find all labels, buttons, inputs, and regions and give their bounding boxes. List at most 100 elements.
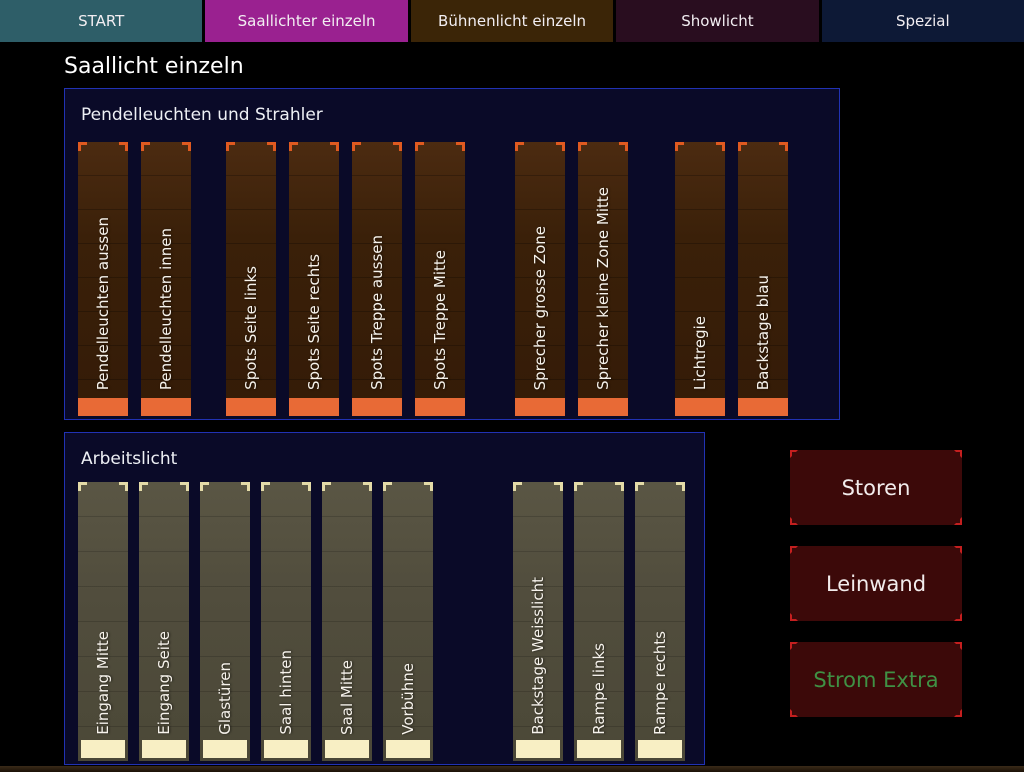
- corner-mark: [261, 482, 270, 491]
- fader-sprecher-kleine-zone-mitte[interactable]: Sprecher kleine Zone Mitte: [578, 142, 628, 416]
- tab-b-hnenlicht-einzeln[interactable]: Bühnenlicht einzeln: [410, 0, 614, 42]
- fader-group: Pendelleuchten aussen Pendelleuchten inne…: [78, 142, 191, 416]
- corner-mark: [790, 450, 798, 458]
- corner-mark: [289, 142, 298, 151]
- fader-spots-seite-links[interactable]: Spots Seite links: [226, 142, 276, 416]
- fader-row: Eingang Mitte Eingang Seite Glastüren Saal …: [78, 482, 685, 761]
- button-storen[interactable]: Storen: [790, 450, 962, 525]
- fader-label: Spots Treppe Mitte: [431, 250, 449, 390]
- fader-label: Backstage blau: [754, 274, 772, 390]
- tab-showlicht[interactable]: Showlicht: [616, 0, 819, 42]
- corner-mark: [790, 517, 798, 525]
- corner-mark: [954, 546, 962, 554]
- fader-level-fill: [577, 740, 621, 758]
- corner-mark: [790, 709, 798, 717]
- fader-spots-treppe-aussen[interactable]: Spots Treppe aussen: [352, 142, 402, 416]
- corner-mark: [182, 142, 191, 151]
- corner-mark: [363, 482, 372, 491]
- corner-mark: [456, 142, 465, 151]
- fader-backstage-blau[interactable]: Backstage blau: [738, 142, 788, 416]
- corner-mark: [790, 613, 798, 621]
- corner-mark: [241, 482, 250, 491]
- fader-spots-treppe-mitte[interactable]: Spots Treppe Mitte: [415, 142, 465, 416]
- fader-pendelleuchten-innen[interactable]: Pendelleuchten innen: [141, 142, 191, 416]
- fader-label: Vorbühne: [399, 663, 417, 735]
- fader-group: Spots Seite links Spots Seite rechts Spots…: [226, 142, 465, 416]
- fader-label: Pendelleuchten innen: [157, 227, 175, 390]
- corner-mark: [954, 709, 962, 717]
- fader-group: Backstage Weisslicht Rampe links Rampe rec…: [513, 482, 685, 761]
- fader-spots-seite-rechts[interactable]: Spots Seite rechts: [289, 142, 339, 416]
- panel-arbeitslicht: Arbeitslicht Eingang Mitte Eingang Seite G…: [64, 432, 705, 765]
- fader-level-fill: [352, 398, 402, 416]
- fader-label: Saal Mitte: [338, 660, 356, 735]
- fader-label: Spots Seite rechts: [305, 254, 323, 390]
- corner-mark: [515, 142, 524, 151]
- fader-level-fill: [516, 740, 560, 758]
- fader-rampe-links[interactable]: Rampe links: [574, 482, 624, 761]
- corner-mark: [180, 482, 189, 491]
- button-label: Leinwand: [825, 571, 927, 596]
- fader-level-fill: [81, 740, 125, 758]
- fader-level-fill: [638, 740, 682, 758]
- button-leinwand[interactable]: Leinwand: [790, 546, 962, 621]
- corner-mark: [415, 142, 424, 151]
- fader-label: Lichtregie: [691, 315, 709, 390]
- fader-row: Pendelleuchten aussen Pendelleuchten inne…: [78, 142, 788, 416]
- fader-label: Eingang Seite: [155, 631, 173, 735]
- tab-spezial[interactable]: Spezial: [821, 0, 1024, 42]
- fader-level-fill: [578, 398, 628, 416]
- fader-group: Eingang Mitte Eingang Seite Glastüren Saal …: [78, 482, 433, 761]
- page-title: Saallicht einzeln: [64, 54, 244, 79]
- fader-eingang-seite[interactable]: Eingang Seite: [139, 482, 189, 761]
- fader-label: Sprecher grosse Zone: [531, 225, 549, 390]
- fader-level-fill: [738, 398, 788, 416]
- corner-mark: [779, 142, 788, 151]
- fader-label: Spots Treppe aussen: [368, 235, 386, 390]
- corner-mark: [790, 546, 798, 554]
- corner-mark: [615, 482, 624, 491]
- corner-mark: [393, 142, 402, 151]
- corner-mark: [424, 482, 433, 491]
- fader-level-fill: [203, 740, 247, 758]
- corner-mark: [574, 482, 583, 491]
- fader-pendelleuchten-aussen[interactable]: Pendelleuchten aussen: [78, 142, 128, 416]
- fader-vorb-hne[interactable]: Vorbühne: [383, 482, 433, 761]
- corner-mark: [267, 142, 276, 151]
- corner-mark: [119, 142, 128, 151]
- button-strom-extra[interactable]: Strom Extra: [790, 642, 962, 717]
- button-label: Strom Extra: [813, 667, 939, 692]
- bottom-edge: [0, 766, 1024, 772]
- corner-mark: [619, 142, 628, 151]
- fader-level-fill: [141, 398, 191, 416]
- fader-lichtregie[interactable]: Lichtregie: [675, 142, 725, 416]
- corner-mark: [738, 142, 747, 151]
- corner-mark: [554, 482, 563, 491]
- fader-rampe-rechts[interactable]: Rampe rechts: [635, 482, 685, 761]
- fader-backstage-weisslicht[interactable]: Backstage Weisslicht: [513, 482, 563, 761]
- fader-label: Pendelleuchten aussen: [94, 216, 112, 390]
- corner-mark: [139, 482, 148, 491]
- corner-mark: [119, 482, 128, 491]
- corner-mark: [556, 142, 565, 151]
- fader-label: Eingang Mitte: [94, 631, 112, 735]
- fader-sprecher-grosse-zone[interactable]: Sprecher grosse Zone: [515, 142, 565, 416]
- corner-mark: [302, 482, 311, 491]
- fader-saal-mitte[interactable]: Saal Mitte: [322, 482, 372, 761]
- fader-saal-hinten[interactable]: Saal hinten: [261, 482, 311, 761]
- panel-title: Pendelleuchten und Strahler: [81, 105, 323, 125]
- corner-mark: [78, 142, 87, 151]
- tab-saallichter-einzeln[interactable]: Saallichter einzeln: [205, 0, 408, 42]
- corner-mark: [954, 613, 962, 621]
- fader-label: Backstage Weisslicht: [529, 577, 547, 735]
- fader-glast-ren[interactable]: Glastüren: [200, 482, 250, 761]
- corner-mark: [578, 142, 587, 151]
- corner-mark: [716, 142, 725, 151]
- fader-level-fill: [386, 740, 430, 758]
- tab-start[interactable]: START: [0, 0, 203, 42]
- fader-label: Saal hinten: [277, 650, 295, 735]
- corner-mark: [635, 482, 644, 491]
- fader-eingang-mitte[interactable]: Eingang Mitte: [78, 482, 128, 761]
- tab-bar: START Saallichter einzeln Bühnenlicht einz…: [0, 0, 1024, 42]
- corner-mark: [513, 482, 522, 491]
